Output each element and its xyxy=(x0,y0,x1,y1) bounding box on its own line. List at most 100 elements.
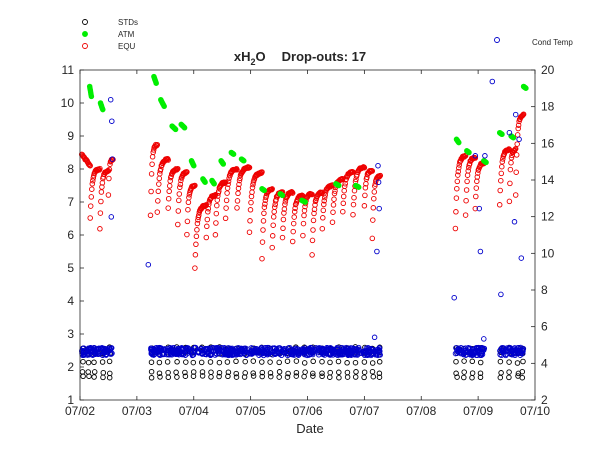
data-point-cond-temp xyxy=(287,345,293,351)
data-point-equ xyxy=(175,208,182,214)
data-point-stds xyxy=(361,374,367,381)
data-point-cond-temp xyxy=(160,350,167,356)
data-point-equ xyxy=(89,186,95,192)
data-point-cond-temp xyxy=(192,344,199,351)
data-point-cond-temp xyxy=(339,345,346,351)
data-point-equ xyxy=(496,202,503,208)
data-point-cond-temp xyxy=(510,346,517,352)
data-point-cond-temp xyxy=(271,345,277,352)
data-point-stds xyxy=(497,358,504,365)
data-point-equ xyxy=(269,233,276,239)
data-point-equ xyxy=(301,212,307,219)
data-point-equ xyxy=(369,235,376,242)
data-point-equ xyxy=(87,162,93,169)
data-point-equ xyxy=(472,205,479,212)
data-point-stds xyxy=(242,358,248,365)
data-point-equ xyxy=(246,164,253,171)
data-point-equ xyxy=(150,147,157,153)
data-point-equ xyxy=(453,195,460,201)
legend: STDs ATM EQU xyxy=(82,18,138,51)
data-point-stds xyxy=(216,373,222,380)
series-cond-temp xyxy=(79,78,527,359)
x-tick-label: 07/08 xyxy=(406,404,436,418)
data-point-equ xyxy=(300,232,306,239)
data-point-equ xyxy=(465,168,471,174)
data-point-cond-temp xyxy=(371,334,378,341)
data-point-cond-temp xyxy=(213,345,220,351)
data-point-cond-temp xyxy=(472,153,479,159)
data-point-stds xyxy=(259,373,265,380)
y-tick-label-left: 5 xyxy=(67,261,74,275)
data-point-cond-temp xyxy=(482,153,488,159)
data-point-atm xyxy=(88,93,95,100)
data-point-stds xyxy=(91,374,97,380)
data-point-equ xyxy=(97,226,103,232)
data-point-cond-temp xyxy=(199,350,205,356)
data-point-equ xyxy=(498,170,505,177)
data-point-equ xyxy=(279,234,286,241)
data-point-cond-temp xyxy=(356,350,362,357)
data-point-cond-temp xyxy=(234,350,241,356)
data-point-cond-temp xyxy=(302,345,309,351)
data-point-stds xyxy=(91,369,98,375)
data-point-stds xyxy=(174,374,180,380)
data-point-stds xyxy=(336,374,342,381)
data-point-cond-temp xyxy=(237,346,244,352)
data-point-stds xyxy=(224,359,231,365)
data-point-cond-temp xyxy=(294,349,300,355)
data-point-equ xyxy=(106,166,113,173)
data-point-stds xyxy=(310,358,316,365)
data-point-equ xyxy=(320,207,327,214)
data-point-equ xyxy=(177,181,184,188)
data-point-stds xyxy=(469,370,476,376)
data-point-atm xyxy=(220,161,227,167)
data-point-equ xyxy=(454,178,461,185)
data-point-equ xyxy=(214,202,220,209)
data-point-stds xyxy=(453,358,459,365)
data-point-stds xyxy=(361,359,368,365)
data-point-cond-temp xyxy=(481,336,487,342)
data-point-stds xyxy=(233,374,240,380)
data-point-cond-temp xyxy=(256,352,262,358)
data-point-cond-temp xyxy=(338,352,345,358)
data-point-equ xyxy=(158,166,164,172)
data-point-equ xyxy=(454,185,460,192)
data-point-cond-temp xyxy=(219,348,226,355)
data-point-cond-temp xyxy=(185,345,192,351)
data-point-cond-temp xyxy=(207,345,213,352)
data-point-equ xyxy=(312,202,318,208)
x-tick-label: 07/09 xyxy=(463,404,493,418)
data-point-stds xyxy=(208,369,214,375)
data-point-stds xyxy=(498,370,504,376)
data-point-cond-temp xyxy=(107,96,114,103)
data-point-equ xyxy=(204,216,211,223)
data-point-cond-temp xyxy=(474,347,481,354)
x-tick-label: 07/06 xyxy=(292,404,322,418)
y-tick-label-right: 8 xyxy=(541,283,548,297)
data-point-cond-temp xyxy=(511,219,518,225)
data-point-stds xyxy=(148,359,155,365)
data-point-equ xyxy=(300,220,307,227)
data-point-cond-temp xyxy=(145,261,152,268)
data-point-equ xyxy=(319,225,326,232)
data-point-stds xyxy=(276,369,283,375)
data-point-cond-temp xyxy=(475,344,482,351)
data-point-equ xyxy=(507,166,514,173)
data-point-stds xyxy=(477,359,484,366)
data-point-atm xyxy=(172,126,179,133)
data-point-equ xyxy=(351,194,357,201)
x-tick-label: 07/04 xyxy=(179,404,209,418)
data-point-equ xyxy=(193,233,200,240)
data-point-equ xyxy=(361,203,368,209)
data-point-stds xyxy=(461,358,467,364)
data-point-equ xyxy=(235,185,242,192)
data-point-cond-temp xyxy=(184,350,190,357)
data-point-cond-temp xyxy=(109,156,116,162)
data-point-cond-temp xyxy=(250,347,256,353)
data-point-equ xyxy=(280,216,287,223)
data-point-stds xyxy=(344,369,351,376)
data-point-equ xyxy=(223,197,230,204)
data-point-equ xyxy=(271,204,278,210)
data-point-equ xyxy=(155,188,162,195)
data-point-cond-temp xyxy=(478,348,485,354)
